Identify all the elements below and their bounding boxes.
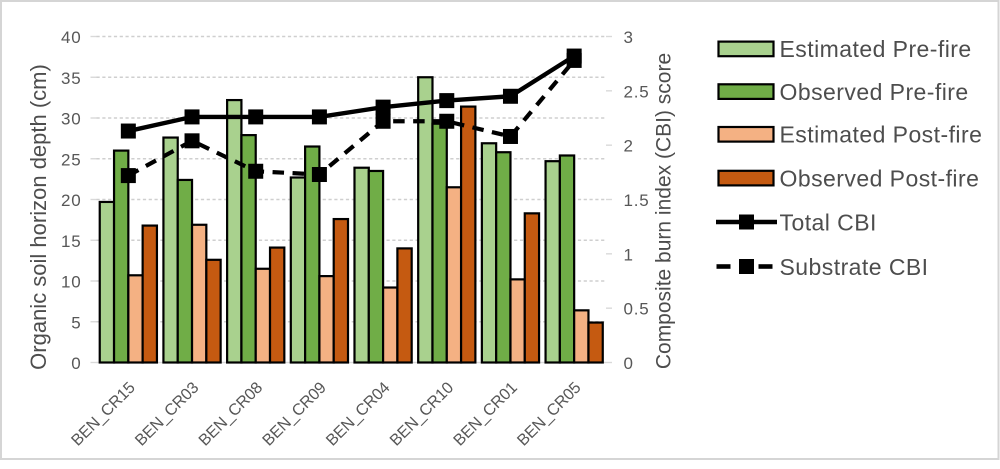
svg-text:20: 20: [61, 191, 82, 210]
svg-text:3: 3: [624, 28, 634, 47]
svg-text:Organic soil horizon depth (cm: Organic soil horizon depth (cm): [26, 64, 51, 370]
svg-text:Estimated Pre-fire: Estimated Pre-fire: [780, 36, 972, 62]
svg-text:1: 1: [624, 245, 634, 264]
svg-text:Total CBI: Total CBI: [780, 209, 877, 235]
svg-text:30: 30: [61, 110, 82, 129]
svg-text:10: 10: [61, 273, 82, 292]
svg-text:0: 0: [71, 354, 81, 373]
svg-text:2.5: 2.5: [624, 82, 650, 101]
svg-text:25: 25: [61, 150, 82, 169]
svg-text:0: 0: [624, 354, 634, 373]
svg-text:Estimated Post-fire: Estimated Post-fire: [780, 122, 983, 148]
svg-text:2: 2: [624, 137, 634, 156]
svg-text:15: 15: [61, 232, 82, 251]
svg-text:0.5: 0.5: [624, 300, 650, 319]
svg-text:35: 35: [61, 69, 82, 88]
svg-text:Observed Post-fire: Observed Post-fire: [780, 165, 980, 191]
svg-text:1.5: 1.5: [624, 191, 650, 210]
svg-text:Observed Pre-fire: Observed Pre-fire: [780, 79, 969, 105]
svg-text:5: 5: [71, 313, 81, 332]
svg-text:Composite burn index (CBI) sco: Composite burn index (CBI) score: [653, 53, 676, 369]
svg-text:40: 40: [61, 28, 82, 47]
svg-text:Substrate CBI: Substrate CBI: [780, 254, 929, 280]
